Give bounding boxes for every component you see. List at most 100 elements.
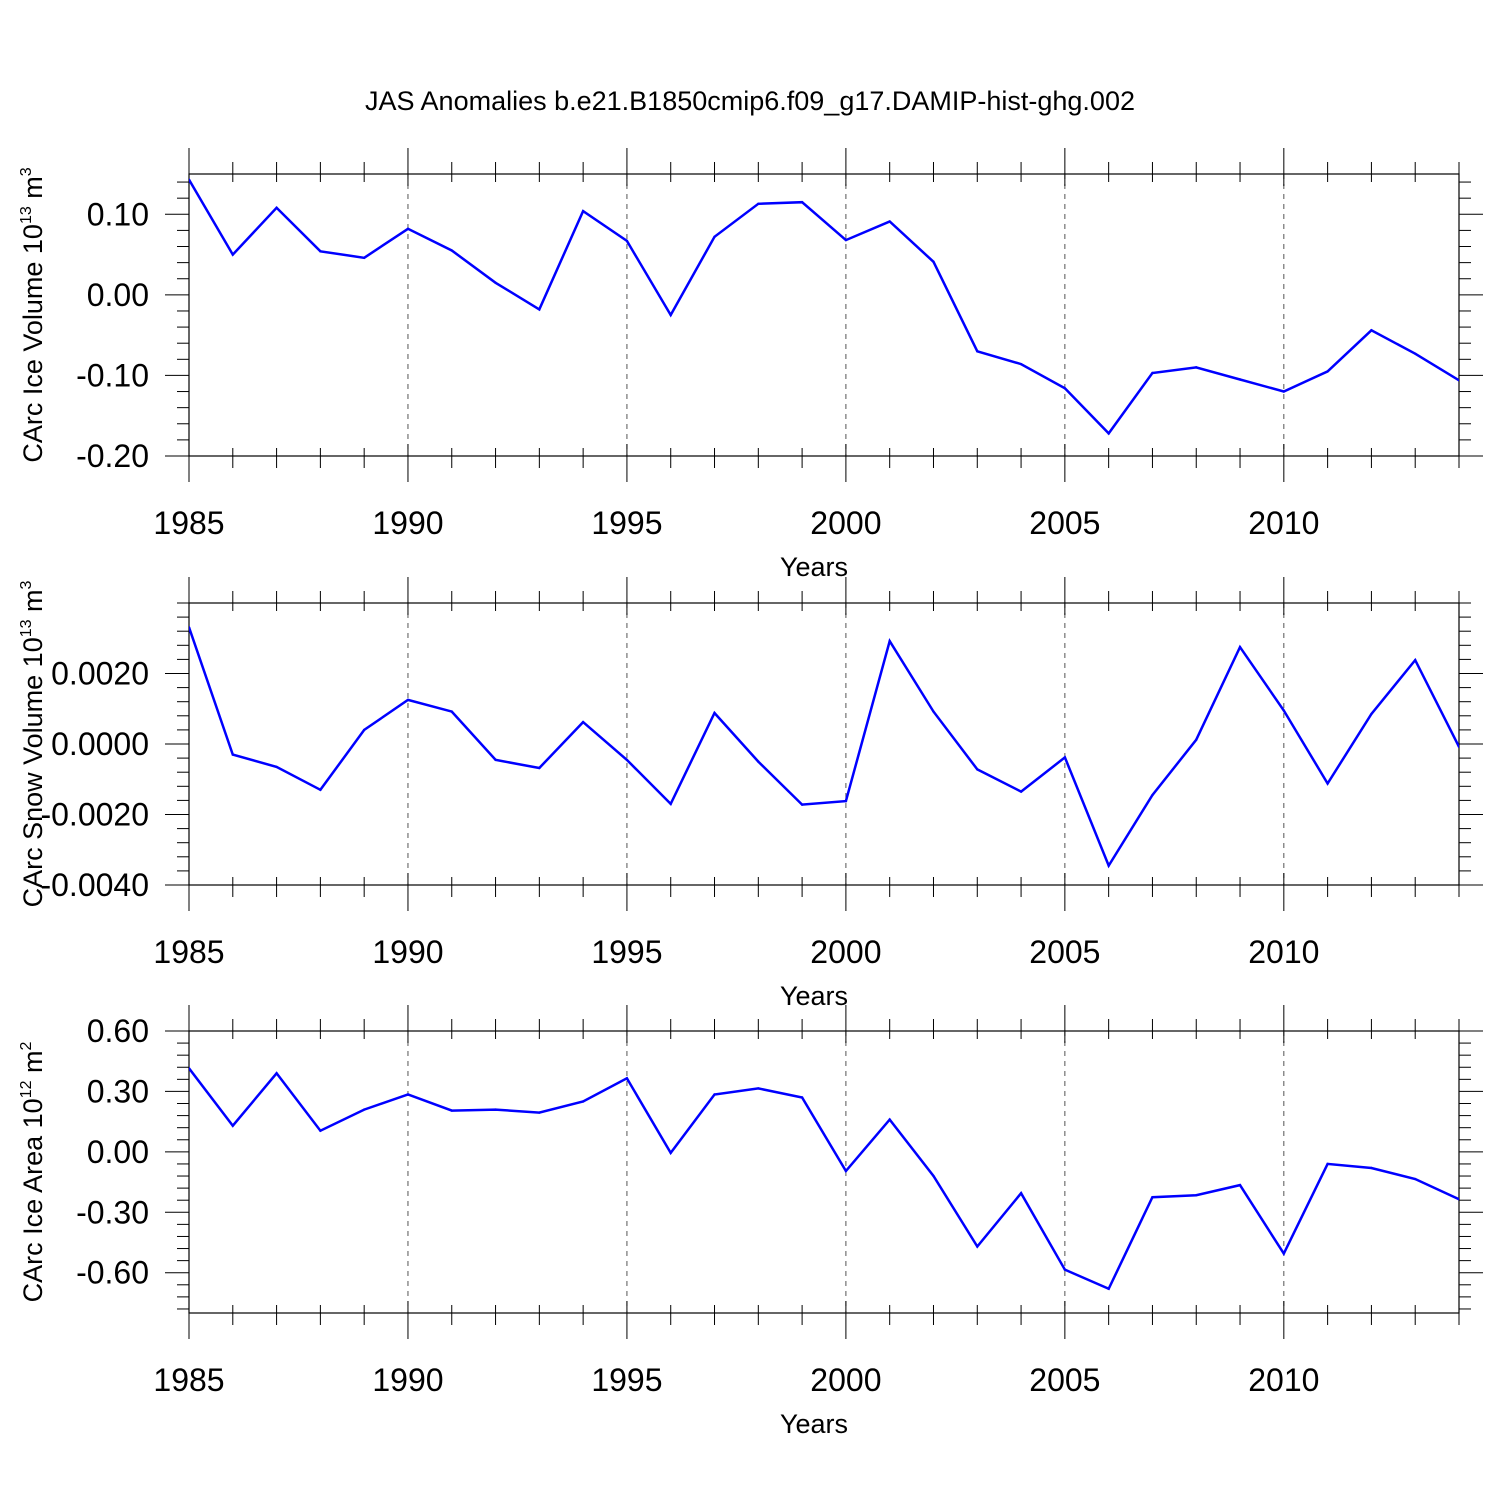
data-point	[450, 710, 453, 713]
y-axis-title: CArc Snow Volume 1013 m3	[18, 580, 48, 907]
data-point	[362, 1108, 366, 1111]
data-point	[669, 313, 672, 317]
data-point	[231, 253, 234, 256]
data-point	[1326, 1162, 1329, 1166]
data-point	[538, 1111, 541, 1114]
data-point	[275, 765, 278, 769]
panel-ice-area: 0.60 0.30 0.00 -0.30 -0.60 1985 1990 1995 2000 20…	[18, 1005, 1483, 1439]
y-tick-label: -0.10	[76, 357, 149, 393]
data-point	[976, 768, 979, 771]
data-point	[669, 1151, 672, 1155]
data-point	[1414, 352, 1417, 355]
x-tick-label: 1985	[153, 505, 224, 541]
y-tick-label: -0.60	[76, 1255, 149, 1291]
data-point	[844, 238, 848, 242]
data-point	[625, 1077, 629, 1080]
data-point	[1063, 756, 1067, 759]
data-point	[757, 1087, 760, 1090]
data-point	[1063, 387, 1067, 390]
data-point	[494, 1108, 497, 1111]
data-point	[713, 711, 716, 715]
data-point	[1457, 1197, 1459, 1201]
data-point	[189, 626, 191, 629]
y-tick-label: 0.0020	[51, 656, 149, 692]
data-point	[1457, 745, 1459, 749]
data-point	[844, 1169, 848, 1173]
data-point	[757, 202, 760, 206]
x-tick-label: 2010	[1248, 1362, 1319, 1398]
data-point	[888, 220, 891, 223]
data-point	[231, 1124, 234, 1127]
data-point	[494, 281, 497, 284]
data-point	[1238, 378, 1242, 381]
x-tick-label: 2005	[1029, 505, 1100, 541]
data-point	[319, 250, 322, 253]
data-point	[1019, 362, 1023, 366]
data-point	[189, 1067, 191, 1070]
data-point	[538, 766, 541, 770]
data-point	[1282, 709, 1286, 712]
data-point	[1195, 738, 1198, 741]
x-tick-label: 2000	[810, 1362, 881, 1398]
y-tick-label: 0.60	[87, 1013, 149, 1049]
x-tick-label: 1995	[591, 505, 662, 541]
x-tick-label: 2010	[1248, 934, 1319, 970]
data-point	[1151, 371, 1154, 375]
data-point	[1063, 1268, 1067, 1271]
data-point	[1107, 1287, 1110, 1291]
data-point	[976, 350, 979, 353]
data-point	[625, 758, 629, 762]
data-point	[932, 1174, 935, 1178]
y-tick-label: -0.0020	[40, 797, 149, 833]
data-point	[888, 1118, 891, 1121]
data-point	[362, 256, 366, 259]
data-point	[450, 249, 453, 252]
data-point	[976, 1245, 979, 1248]
data-point	[275, 1072, 278, 1075]
data-point	[800, 201, 804, 204]
y-tick-label: -0.30	[76, 1194, 149, 1230]
x-tick-label: 1985	[153, 934, 224, 970]
data-point	[1019, 1191, 1023, 1195]
data-point	[1370, 712, 1373, 716]
x-tick-label: 1985	[153, 1362, 224, 1398]
data-point	[757, 760, 760, 763]
data-point	[319, 788, 322, 792]
series-line	[189, 626, 1459, 869]
data-point	[888, 639, 891, 643]
y-tick-label: 0.10	[87, 196, 149, 232]
y-tick-label: 0.00	[87, 277, 149, 313]
y-tick-label: 0.30	[87, 1073, 149, 1109]
y-tick-label: -0.20	[76, 438, 149, 474]
data-point	[800, 803, 804, 806]
series-line	[189, 178, 1459, 436]
x-axis-title: Years	[780, 552, 848, 582]
x-tick-label: 2000	[810, 505, 881, 541]
x-tick-label: 2000	[810, 934, 881, 970]
plot-frame	[188, 602, 1460, 886]
data-point	[844, 799, 848, 803]
data-point	[1457, 379, 1459, 382]
y-tick-label: 0.00	[87, 1134, 149, 1170]
x-axis-title: Years	[780, 1409, 848, 1439]
data-point	[1151, 1195, 1154, 1199]
x-tick-label: 1995	[591, 934, 662, 970]
y-tick-label: -0.0040	[40, 867, 149, 903]
data-point	[1326, 782, 1329, 785]
x-tick-label: 2005	[1029, 934, 1100, 970]
figure-title: JAS Anomalies b.e21.B1850cmip6.f09_g17.D…	[365, 86, 1135, 116]
data-point	[1238, 1183, 1242, 1187]
data-point	[362, 728, 366, 732]
data-point	[275, 206, 278, 210]
x-tick-label: 2005	[1029, 1362, 1100, 1398]
data-point	[581, 209, 585, 213]
data-point	[1195, 366, 1198, 369]
data-point	[406, 227, 410, 230]
plot-frame	[188, 173, 1460, 457]
data-point	[1195, 1193, 1198, 1197]
x-tick-label: 1995	[591, 1362, 662, 1398]
data-point	[932, 710, 935, 713]
